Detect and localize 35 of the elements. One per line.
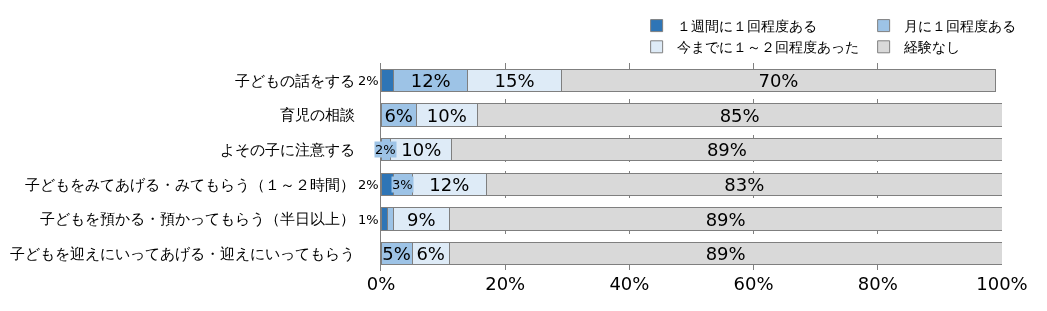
- x-tick-label: 80%: [857, 273, 898, 294]
- data-label: 6%: [384, 104, 413, 126]
- data-label: 10%: [401, 139, 442, 161]
- x-tick-label: 100%: [976, 273, 1028, 294]
- data-label: 89%: [706, 139, 747, 161]
- x-tick-label: 60%: [733, 273, 774, 294]
- y-tick-label: 子どもをみてあげる・みてもらう（１～２時間）: [25, 175, 355, 194]
- x-tick-label: 20%: [485, 273, 526, 294]
- data-label: 85%: [719, 104, 760, 126]
- data-label: 10%: [426, 104, 467, 126]
- data-label: 70%: [758, 69, 799, 91]
- legend-label: 経験なし: [902, 39, 960, 56]
- y-tick-label: 子どもを預かる・預かってもらう（半日以上）: [40, 210, 355, 229]
- y-tick-label: 子どもの話をする: [235, 71, 355, 90]
- data-label: 15%: [494, 69, 535, 91]
- data-label: 83%: [724, 173, 765, 195]
- y-tick-label: よその子に注意する: [220, 140, 355, 159]
- data-label: 9%: [407, 208, 436, 230]
- data-label: 2%: [358, 73, 379, 88]
- data-label: 2%: [358, 177, 379, 192]
- data-label: 89%: [705, 208, 746, 230]
- y-tick-label: 子どもを迎えにいってあげる・迎えにいってもらう: [10, 244, 355, 263]
- legend-label: 今までに１～２回程度あった: [676, 39, 859, 56]
- data-label: 12%: [410, 69, 451, 91]
- data-label: 1%: [358, 212, 379, 227]
- data-label: 5%: [382, 243, 411, 265]
- data-label: 12%: [429, 173, 470, 195]
- y-tick-label: 育児の相談: [280, 106, 355, 125]
- data-label: 6%: [416, 243, 445, 265]
- legend-label: 月に１回程度ある: [903, 18, 1016, 35]
- data-label: 89%: [705, 243, 746, 265]
- data-label: 3%: [392, 177, 413, 192]
- x-tick-label: 0%: [366, 273, 396, 294]
- legend-label: １週間に１回程度ある: [676, 18, 817, 35]
- x-tick-label: 40%: [609, 273, 650, 294]
